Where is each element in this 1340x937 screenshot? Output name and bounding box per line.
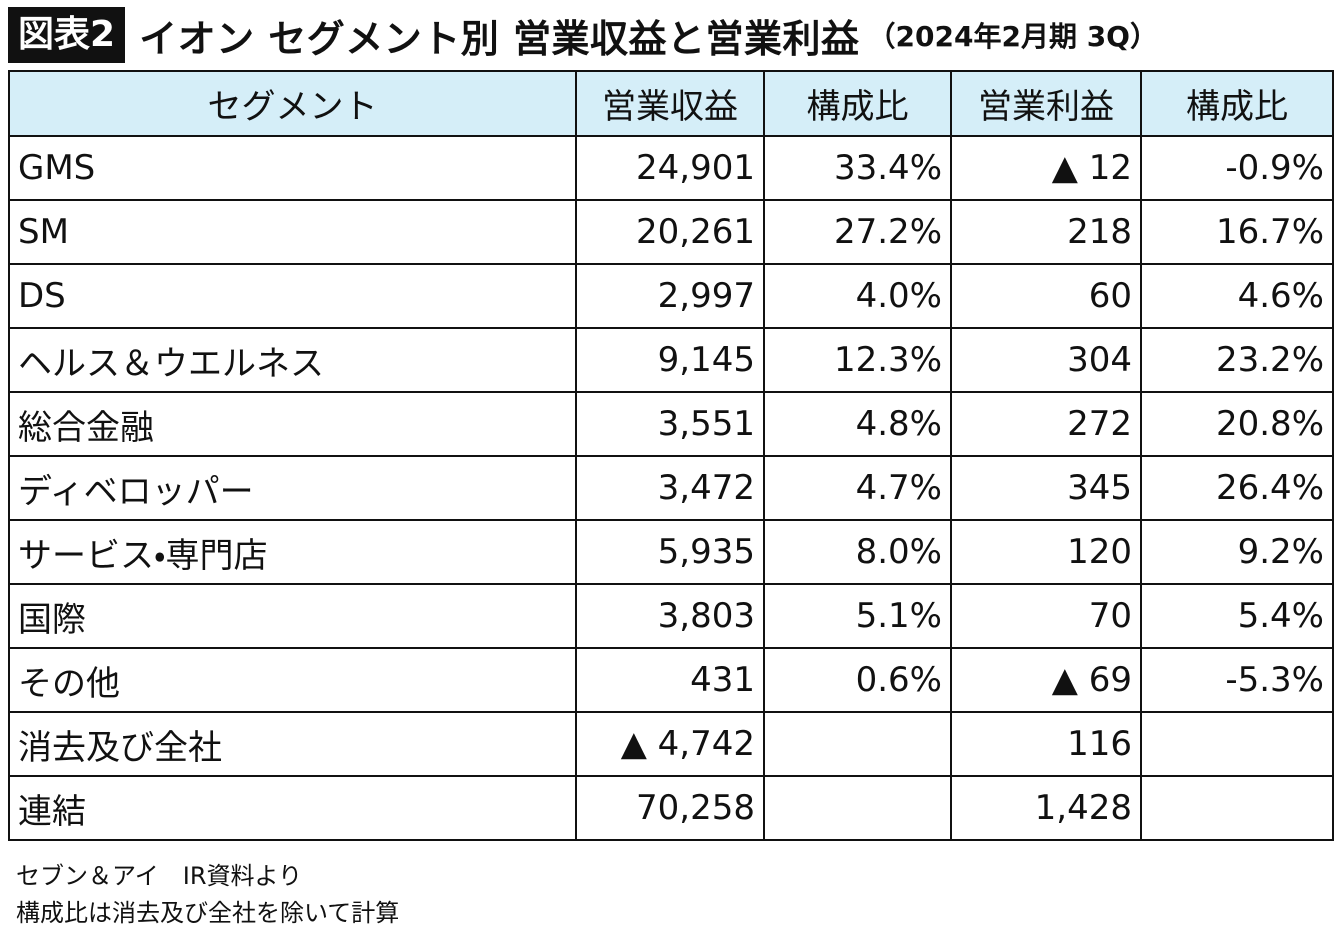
table-cell: 4.8% xyxy=(763,391,952,457)
table-cell: 60 xyxy=(950,263,1142,329)
table-cell: 120 xyxy=(950,519,1142,585)
table-cell: 4.0% xyxy=(763,263,952,329)
table-row: 総合金融 3,551 4.8% 272 20.8% xyxy=(8,391,1334,457)
segment-name: 国際 xyxy=(8,583,577,649)
table-cell: 5.4% xyxy=(1140,583,1334,649)
table-cell: 3,472 xyxy=(575,455,765,521)
table-cell: 9,145 xyxy=(575,327,765,393)
segment-table: セグメント 営業収益 構成比 営業利益 構成比 GMS 24,901 33.4% ▲ 12 -0… xyxy=(8,70,1334,841)
table-cell: 27.2% xyxy=(763,199,952,265)
table-cell: -0.9% xyxy=(1140,135,1334,201)
column-header: 営業収益 xyxy=(575,70,765,137)
table-cell: 33.4% xyxy=(763,135,952,201)
table-body: GMS 24,901 33.4% ▲ 12 -0.9% SM 20,261 27.2% 218 1… xyxy=(8,135,1334,841)
segment-name: 総合金融 xyxy=(8,391,577,457)
table-cell: 5,935 xyxy=(575,519,765,585)
column-header: セグメント xyxy=(8,70,577,137)
table-cell: 8.0% xyxy=(763,519,952,585)
table-cell: 70,258 xyxy=(575,775,765,841)
segment-name: サービス・専門店 xyxy=(8,519,577,585)
segment-name: 連結 xyxy=(8,775,577,841)
table-row: ヘルス＆ウエルネス 9,145 12.3% 304 23.2% xyxy=(8,327,1334,393)
column-header: 構成比 xyxy=(763,70,952,137)
notes: セブン＆アイ IR資料より構成比は消去及び全社を除いて計算 xyxy=(16,858,399,932)
table-cell: 0.6% xyxy=(763,647,952,713)
table-cell: 70 xyxy=(950,583,1142,649)
table-cell: 20,261 xyxy=(575,199,765,265)
header-row: セグメント 営業収益 構成比 営業利益 構成比 xyxy=(8,70,1334,137)
table-cell: 116 xyxy=(950,711,1142,777)
table-cell: 4.7% xyxy=(763,455,952,521)
table-cell: 3,551 xyxy=(575,391,765,457)
segment-name: ディベロッパー xyxy=(8,455,577,521)
table-cell xyxy=(1140,775,1334,841)
table-cell: ▲ 4,742 xyxy=(575,711,765,777)
table-cell: 3,803 xyxy=(575,583,765,649)
table-cell: 16.7% xyxy=(1140,199,1334,265)
subtitle: （2024年2月期 3Q） xyxy=(867,20,1158,53)
table-row: DS 2,997 4.0% 60 4.6% xyxy=(8,263,1334,329)
segment-name: ヘルス＆ウエルネス xyxy=(8,327,577,393)
table-row: SM 20,261 27.2% 218 16.7% xyxy=(8,199,1334,265)
table-row: 国際 3,803 5.1% 70 5.4% xyxy=(8,583,1334,649)
table-cell: 9.2% xyxy=(1140,519,1334,585)
table-cell: 23.2% xyxy=(1140,327,1334,393)
column-header: 営業利益 xyxy=(950,70,1142,137)
table-cell: -5.3% xyxy=(1140,647,1334,713)
table-cell: 1,428 xyxy=(950,775,1142,841)
table-cell: 218 xyxy=(950,199,1142,265)
table-row: ディベロッパー 3,472 4.7% 345 26.4% xyxy=(8,455,1334,521)
table-cell: 345 xyxy=(950,455,1142,521)
table-cell: ▲ 12 xyxy=(950,135,1142,201)
table-cell: 2,997 xyxy=(575,263,765,329)
column-header: 構成比 xyxy=(1140,70,1334,137)
header: 図表2 イオン セグメント別 営業収益と営業利益 （2024年2月期 3Q） xyxy=(8,6,1158,64)
table-cell: 26.4% xyxy=(1140,455,1334,521)
table-cell: 304 xyxy=(950,327,1142,393)
table-cell: 24,901 xyxy=(575,135,765,201)
segment-name: SM xyxy=(8,199,577,265)
table-cell xyxy=(1140,711,1334,777)
title: イオン セグメント別 営業収益と営業利益 xyxy=(139,16,860,61)
segment-name: その他 xyxy=(8,647,577,713)
table-head: セグメント 営業収益 構成比 営業利益 構成比 xyxy=(8,70,1334,137)
table-cell xyxy=(763,775,952,841)
segment-name: DS xyxy=(8,263,577,329)
segment-name: GMS xyxy=(8,135,577,201)
table-cell: 20.8% xyxy=(1140,391,1334,457)
table-cell: ▲ 69 xyxy=(950,647,1142,713)
table-cell: 4.6% xyxy=(1140,263,1334,329)
note: 構成比は消去及び全社を除いて計算 xyxy=(16,899,400,927)
table-cell: 12.3% xyxy=(763,327,952,393)
table-cell: 5.1% xyxy=(763,583,952,649)
table-row: その他 431 0.6% ▲ 69 -5.3% xyxy=(8,647,1334,713)
table-cell: 431 xyxy=(575,647,765,713)
table-row: GMS 24,901 33.4% ▲ 12 -0.9% xyxy=(8,135,1334,201)
segment-name: 消去及び全社 xyxy=(8,711,577,777)
table-cell xyxy=(763,711,952,777)
note: セブン＆アイ IR資料より xyxy=(16,862,303,890)
table-row: 消去及び全社 ▲ 4,742 116 xyxy=(8,711,1334,777)
figure-badge: 図表2 xyxy=(8,7,126,63)
table-cell: 272 xyxy=(950,391,1142,457)
table-row: サービス・専門店 5,935 8.0% 120 9.2% xyxy=(8,519,1334,585)
table-row: 連結 70,258 1,428 xyxy=(8,775,1334,841)
